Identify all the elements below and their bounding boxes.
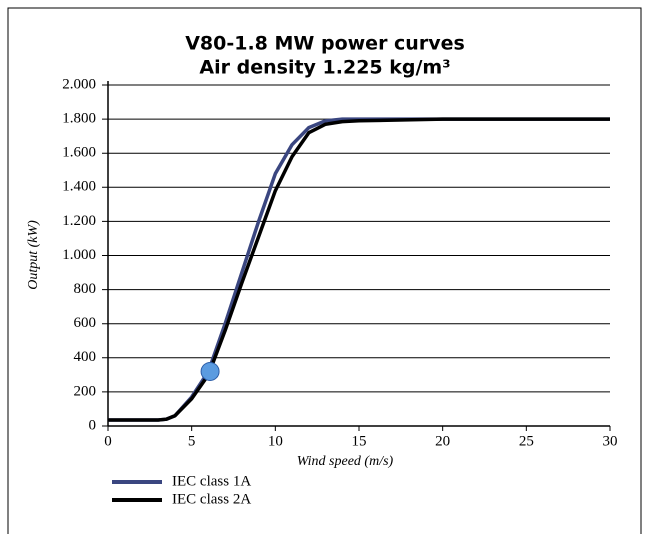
marker-point [200,361,220,381]
x-tick-label: 0 [104,433,112,449]
y-tick-label: 200 [74,383,97,399]
y-axis-label: Output (kW) [26,220,41,290]
x-tick-label: 15 [352,433,367,449]
y-tick-label: 1.400 [62,179,96,195]
series-line [108,117,610,422]
y-tick-label: 0 [89,417,97,433]
x-tick-label: 5 [188,433,196,449]
x-tick-label: 10 [268,433,283,449]
chart-subtitle: Air density 1.225 kg/m³ [199,57,450,79]
legend-label: IEC class 2A [172,491,251,507]
y-tick-label: 1.200 [62,213,96,229]
y-tick-label: 800 [74,281,97,297]
x-tick-label: 25 [519,433,534,449]
y-tick-label: 1.000 [62,247,96,263]
frame [7,7,642,534]
y-tick-label: 1.800 [62,111,96,127]
y-tick-label: 2.000 [62,76,96,92]
series-line [108,117,610,422]
y-tick-label: 400 [74,349,97,365]
legend-label: IEC class 1A [172,473,251,489]
y-tick-label: 600 [74,315,97,331]
chart-title: V80-1.8 MW power curves [185,33,465,55]
x-tick-label: 30 [603,433,618,449]
y-tick-label: 1.600 [62,145,96,161]
x-axis-label: Wind speed (m/s) [297,454,394,469]
x-tick-label: 20 [435,433,450,449]
